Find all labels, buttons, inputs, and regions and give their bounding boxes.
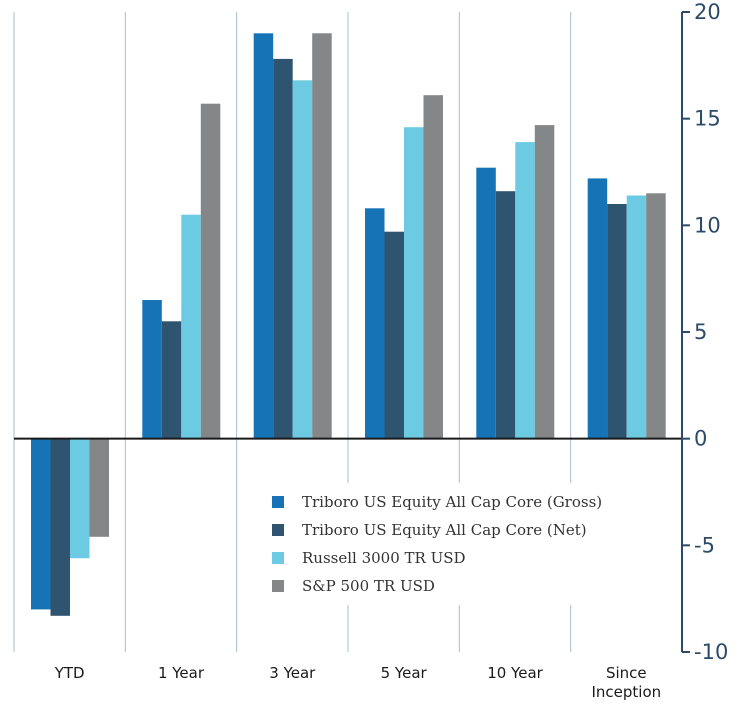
bar bbox=[587, 178, 608, 439]
y-tick-label: 5 bbox=[694, 320, 707, 344]
x-tick-label: 10 Year bbox=[487, 664, 543, 682]
bar bbox=[89, 438, 109, 537]
bar bbox=[70, 438, 90, 559]
legend: Triboro US Equity All Cap Core (Gross) Tr… bbox=[258, 483, 606, 605]
bar bbox=[515, 142, 535, 439]
legend-box bbox=[258, 483, 606, 605]
legend-swatch bbox=[272, 496, 284, 508]
x-tick-label: 3 Year bbox=[269, 664, 316, 682]
bar bbox=[534, 125, 555, 439]
x-tick-label: 1 Year bbox=[158, 664, 205, 682]
legend-entry-label: Triboro US Equity All Cap Core (Net) bbox=[302, 521, 587, 539]
bar bbox=[181, 214, 201, 439]
bar bbox=[142, 300, 162, 439]
bar bbox=[607, 204, 627, 439]
x-axis-labels: YTD 1 Year 3 Year 5 Year 10 Year Since Incepti… bbox=[54, 664, 661, 701]
bar bbox=[404, 127, 424, 439]
bar bbox=[292, 80, 313, 439]
bar bbox=[200, 103, 221, 439]
bar bbox=[161, 321, 182, 439]
bar bbox=[253, 33, 274, 439]
bar bbox=[646, 193, 666, 439]
legend-entry-label: S&P 500 TR USD bbox=[302, 577, 435, 595]
legend-swatch bbox=[272, 552, 284, 564]
y-tick-label: 20 bbox=[694, 0, 721, 24]
bar bbox=[384, 231, 404, 439]
bar bbox=[273, 58, 293, 439]
legend-entry-label: Russell 3000 TR USD bbox=[302, 549, 466, 567]
bar bbox=[50, 438, 70, 616]
category-gridlines bbox=[13, 12, 572, 652]
bar bbox=[423, 95, 443, 439]
bar-series-group bbox=[31, 33, 666, 616]
bar bbox=[495, 191, 516, 439]
bar bbox=[312, 33, 332, 439]
legend-entry-label: Triboro US Equity All Cap Core (Gross) bbox=[302, 493, 602, 511]
bar bbox=[476, 167, 496, 439]
x-tick-label: 5 Year bbox=[381, 664, 428, 682]
y-tick-label: -10 bbox=[694, 640, 728, 664]
y-tick-label: -5 bbox=[694, 533, 715, 557]
y-tick-label: 0 bbox=[694, 427, 707, 451]
legend-swatch bbox=[272, 524, 284, 536]
y-axis-ticks: 20 15 10 5 0 -5 -10 bbox=[682, 0, 728, 664]
x-tick-label: YTD bbox=[54, 664, 85, 682]
legend-swatch bbox=[272, 580, 284, 592]
bar bbox=[31, 438, 51, 610]
bar bbox=[626, 195, 647, 439]
y-tick-label: 10 bbox=[694, 213, 721, 237]
bar bbox=[365, 208, 385, 439]
x-tick-label: Since Inception bbox=[591, 664, 661, 701]
y-tick-label: 15 bbox=[694, 107, 721, 131]
